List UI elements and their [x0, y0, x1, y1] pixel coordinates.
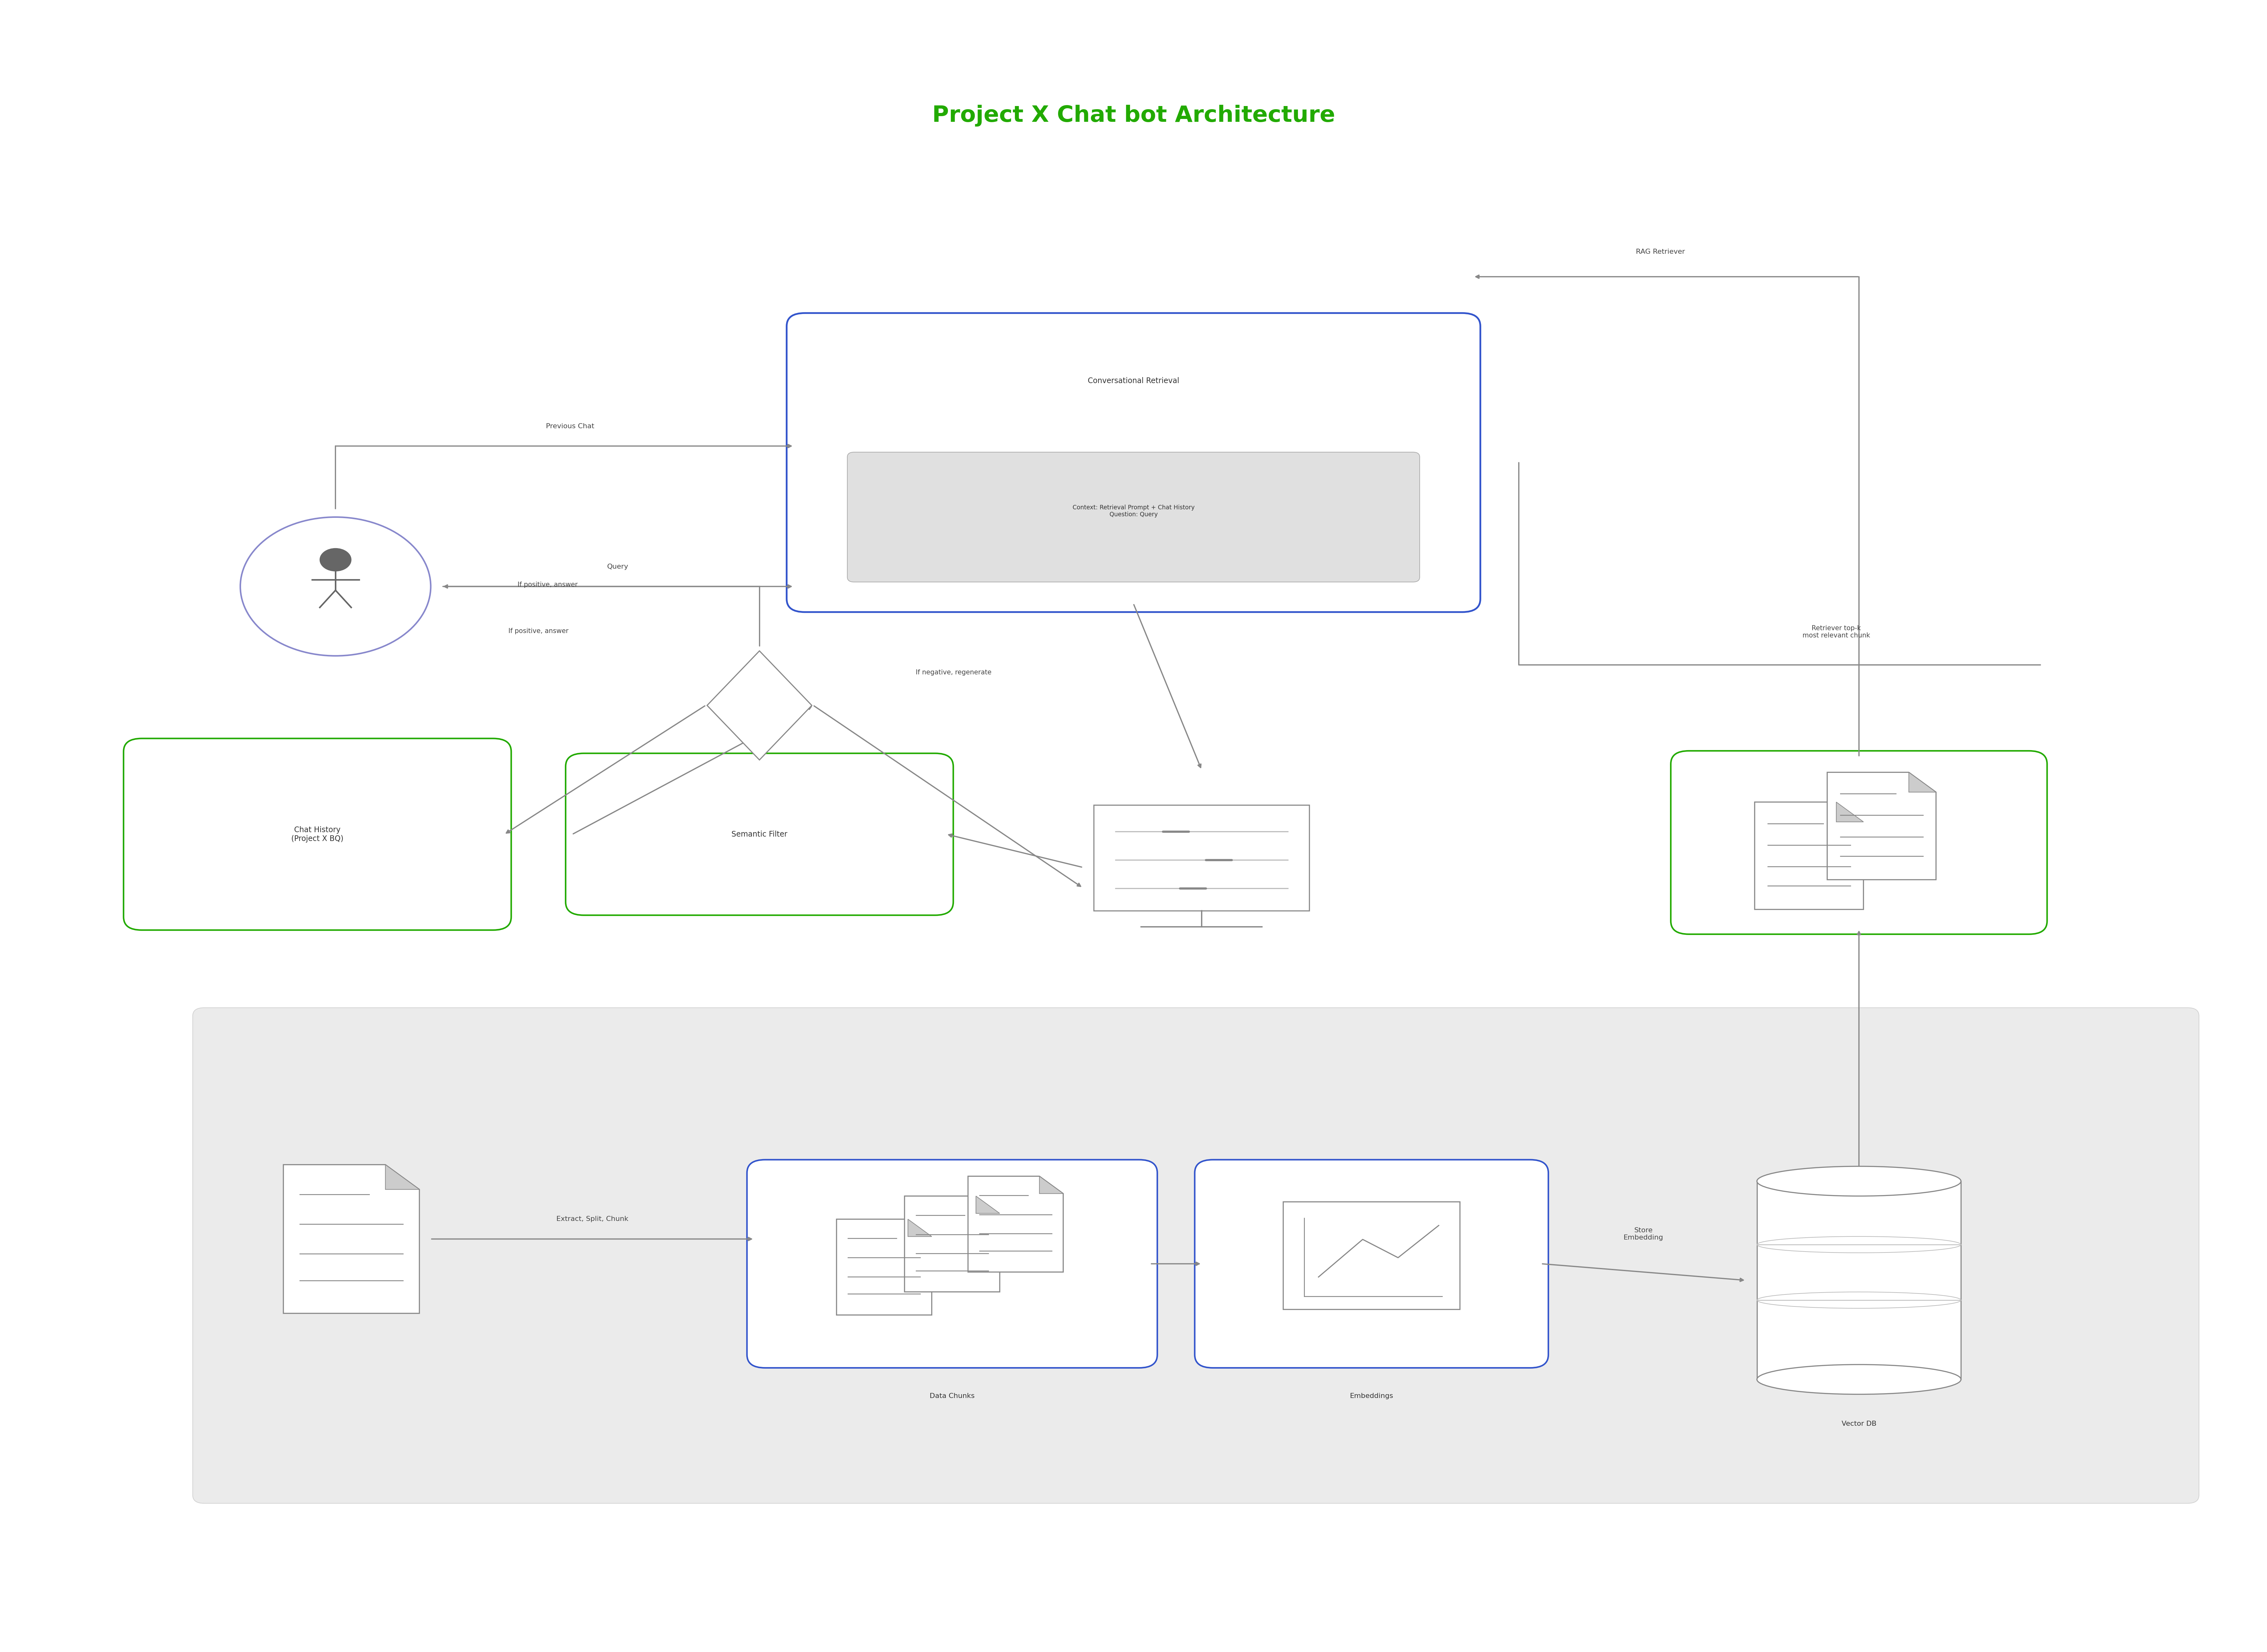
Text: Store
Embedding: Store Embedding [1623, 1227, 1664, 1241]
Text: If positive, answer: If positive, answer [517, 582, 578, 588]
Polygon shape [385, 1165, 419, 1189]
Circle shape [320, 548, 351, 572]
Text: Embeddings: Embeddings [1349, 1393, 1394, 1399]
FancyBboxPatch shape [1195, 1160, 1548, 1368]
Polygon shape [907, 1219, 932, 1236]
FancyBboxPatch shape [125, 738, 510, 930]
Text: Query: Query [608, 563, 628, 570]
Text: Context: Retrieval Prompt + Chat History
Question: Query: Context: Retrieval Prompt + Chat History… [1072, 504, 1195, 517]
Polygon shape [905, 1196, 1000, 1292]
Polygon shape [1755, 803, 1863, 909]
Text: If negative, regenerate: If negative, regenerate [916, 669, 991, 676]
Polygon shape [283, 1165, 419, 1313]
FancyBboxPatch shape [1671, 750, 2047, 933]
Text: Conversational Retrieval: Conversational Retrieval [1088, 377, 1179, 385]
Polygon shape [968, 1176, 1063, 1272]
FancyBboxPatch shape [1093, 805, 1310, 910]
Text: Chat History
(Project X BQ): Chat History (Project X BQ) [290, 826, 345, 843]
Polygon shape [707, 651, 812, 760]
Text: Vector DB: Vector DB [1841, 1421, 1877, 1427]
Bar [1757, 1181, 1961, 1379]
Polygon shape [837, 1219, 932, 1315]
FancyBboxPatch shape [787, 314, 1480, 613]
FancyBboxPatch shape [193, 1008, 2199, 1503]
Text: RAG Retriever: RAG Retriever [1637, 249, 1684, 254]
Polygon shape [1827, 773, 1936, 879]
Text: Semantic Filter: Semantic Filter [732, 831, 787, 838]
FancyBboxPatch shape [848, 453, 1419, 582]
Text: Previous Chat: Previous Chat [546, 423, 594, 430]
Polygon shape [1038, 1176, 1063, 1193]
FancyBboxPatch shape [746, 1160, 1156, 1368]
Text: Extract, Split, Chunk: Extract, Split, Chunk [555, 1216, 628, 1222]
Text: If positive, answer: If positive, answer [508, 628, 569, 634]
Text: Data Chunks: Data Chunks [929, 1393, 975, 1399]
Text: Retriever top-k
most relevant chunk: Retriever top-k most relevant chunk [1802, 624, 1870, 639]
Ellipse shape [1757, 1166, 1961, 1196]
FancyBboxPatch shape [1283, 1203, 1460, 1308]
Polygon shape [975, 1196, 1000, 1213]
FancyBboxPatch shape [564, 753, 952, 915]
Ellipse shape [1757, 1365, 1961, 1394]
Text: Project X Chat bot Architecture: Project X Chat bot Architecture [932, 104, 1335, 127]
Polygon shape [1909, 773, 1936, 793]
Polygon shape [1836, 803, 1863, 823]
